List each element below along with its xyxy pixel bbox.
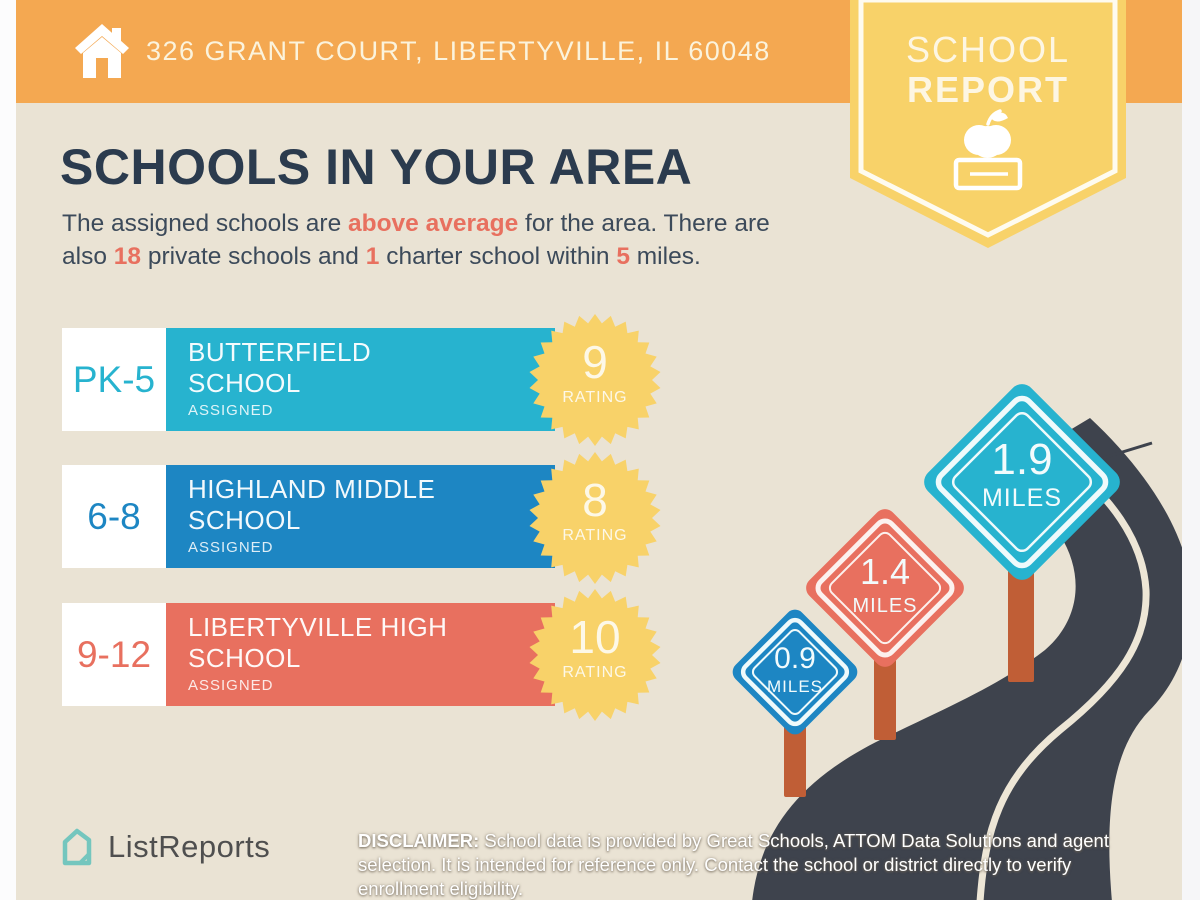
rating-label: RATING <box>562 664 628 681</box>
badge-text: SCHOOL REPORT <box>850 29 1126 111</box>
distance-sign-0-9 <box>732 609 858 735</box>
badge-line2: REPORT <box>906 69 1069 111</box>
svg-text:0.9: 0.9 <box>774 642 816 675</box>
page-title: SCHOOLS IN YOUR AREA <box>60 139 693 195</box>
school-name-line1: HIGHLAND MIDDLE <box>188 474 436 504</box>
svg-text:1.9: 1.9 <box>991 435 1052 484</box>
school-name-line2: SCHOOL <box>188 643 301 674</box>
school-name: HIGHLAND MIDDLE SCHOOL <box>188 474 555 536</box>
school-name: BUTTERFIELD SCHOOL <box>188 337 555 399</box>
distance-sign-1-4 <box>806 509 964 667</box>
summary-part: private schools and <box>141 242 366 270</box>
school-report-badge: SCHOOL REPORT <box>850 0 1126 252</box>
school-bar: LIBERTYVILLE HIGH SCHOOL ASSIGNED <box>166 603 555 706</box>
school-name-line1: BUTTERFIELD <box>188 337 372 367</box>
summary-part: charter school within <box>379 242 617 270</box>
rating-label: RATING <box>562 389 628 406</box>
home-icon <box>74 22 130 85</box>
svg-text:1.4: 1.4 <box>860 551 910 592</box>
rating-seal: 9 RATING <box>525 310 665 450</box>
rating-value: 9 <box>582 336 608 388</box>
grade-range: 9-12 <box>62 603 166 706</box>
summary-text: The assigned schools are above average f… <box>62 208 810 274</box>
road-shape <box>752 418 1192 900</box>
brand-name: ListReports <box>108 829 271 864</box>
sign-post <box>1008 560 1034 682</box>
assigned-label: ASSIGNED <box>188 539 274 557</box>
listreports-logo: ListReports <box>58 826 270 868</box>
summary-part: The assigned schools are <box>62 210 348 237</box>
road-illustration: 0.9 MILES 1.4 MILES 1.9 MILES <box>700 360 1200 900</box>
badge-line1: SCHOOL <box>905 29 1071 70</box>
listreports-house-icon <box>62 828 92 866</box>
school-row: 6-8 HIGHLAND MIDDLE SCHOOL ASSIGNED <box>62 465 622 568</box>
disclaimer-label: DISCLAIMER: <box>358 830 480 851</box>
grade-range: PK-5 <box>62 328 166 431</box>
summary-highlight-miles: 5 <box>616 242 630 270</box>
school-row: 9-12 LIBERTYVILLE HIGH SCHOOL ASSIGNED <box>62 603 622 706</box>
rating-seal: 10 RATING <box>525 585 665 725</box>
distance-sign-1-9 <box>924 384 1120 580</box>
school-bar: HIGHLAND MIDDLE SCHOOL ASSIGNED <box>166 465 555 568</box>
svg-text:MILES: MILES <box>852 595 917 617</box>
school-name: LIBERTYVILLE HIGH SCHOOL <box>188 612 555 674</box>
school-name-line2: SCHOOL <box>188 505 301 536</box>
summary-part: miles. <box>629 242 701 270</box>
rating-seal: 8 RATING <box>525 448 665 588</box>
school-bar: BUTTERFIELD SCHOOL ASSIGNED <box>166 328 555 431</box>
disclaimer-text: DISCLAIMER: School data is provided by G… <box>358 829 1146 900</box>
right-margin-strip <box>1182 0 1200 900</box>
summary-highlight-charter-count: 1 <box>365 242 380 270</box>
summary-part: for the area. There are also <box>62 210 770 270</box>
assigned-label: ASSIGNED <box>188 677 274 695</box>
school-name-line2: SCHOOL <box>188 368 301 399</box>
grade-range: 6-8 <box>62 465 166 568</box>
sign-post <box>784 715 806 797</box>
rating-value: 8 <box>582 474 608 526</box>
summary-highlight-above-average: above average <box>348 210 519 237</box>
school-name-line1: LIBERTYVILLE HIGH <box>188 612 448 642</box>
school-row: PK-5 BUTTERFIELD SCHOOL ASSIGNED <box>62 328 622 431</box>
summary-highlight-private-count: 18 <box>113 242 142 270</box>
property-address: 326 GRANT COURT, LIBERTYVILLE, IL 60048 <box>146 36 771 66</box>
apple-on-book-icon <box>953 109 1023 191</box>
road-center-line <box>976 455 1150 900</box>
svg-text:MILES: MILES <box>982 484 1062 512</box>
rating-label: RATING <box>562 527 628 544</box>
disclaimer-body: School data is provided by Great Schools… <box>358 830 1109 900</box>
left-margin-strip <box>0 0 16 900</box>
rating-value: 10 <box>569 611 621 663</box>
assigned-label: ASSIGNED <box>188 402 274 420</box>
svg-text:MILES: MILES <box>767 677 823 696</box>
